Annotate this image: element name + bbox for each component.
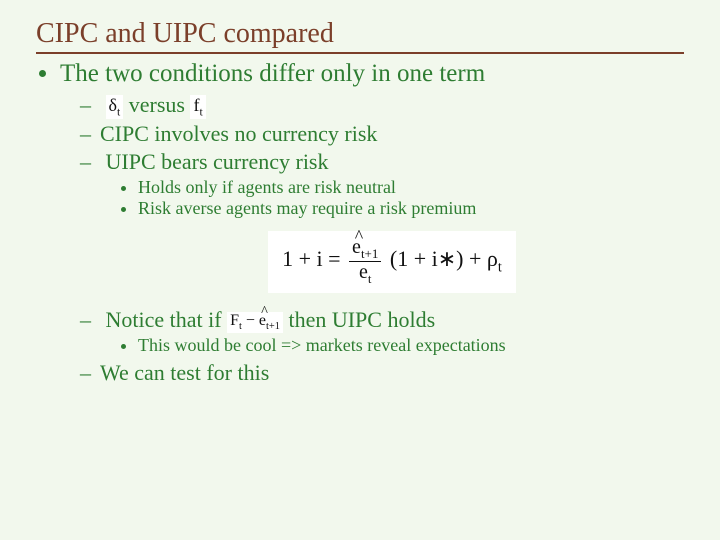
level2-list-a: δt versus ft CIPC involves no currency r…	[60, 92, 684, 386]
l2-item-4: Notice that if Ft − et+1 then UIPC holds…	[100, 307, 684, 356]
slide-title: CIPC and UIPC compared	[36, 18, 684, 54]
math-condition: Ft − et+1	[227, 312, 283, 334]
l2-item-1-text: versus	[129, 92, 185, 117]
l2-item-1: δt versus ft	[100, 92, 684, 119]
l2-item-5: We can test for this	[100, 360, 684, 386]
l3-item-1: Holds only if agents are risk neutral	[138, 177, 684, 198]
l2-item-4-text-b: then UIPC holds	[288, 307, 435, 332]
l3-item-2: Risk averse agents may require a risk pr…	[138, 198, 684, 219]
uipc-equation: 1 + i = et+1 et (1 + i∗) + ρt	[268, 231, 516, 293]
level1-list: The two conditions differ only in one te…	[36, 60, 684, 386]
level3-list-b: This would be cool => markets reveal exp…	[100, 335, 684, 356]
fraction: et+1 et	[349, 237, 381, 285]
l2-item-3-text: UIPC bears currency risk	[106, 149, 329, 174]
l2-item-4-text-a: Notice that if	[106, 307, 222, 332]
l2-item-3: UIPC bears currency risk Holds only if a…	[100, 149, 684, 293]
math-delta-t: δt	[106, 95, 124, 119]
l1-item-1-text: The two conditions differ only in one te…	[60, 60, 485, 87]
math-f-t: ft	[190, 95, 205, 119]
level3-list-a: Holds only if agents are risk neutral Ri…	[100, 177, 684, 219]
l1-item-1: The two conditions differ only in one te…	[60, 60, 684, 386]
l2-item-2: CIPC involves no currency risk	[100, 121, 684, 147]
l3-item-3: This would be cool => markets reveal exp…	[138, 335, 684, 356]
equation-block: 1 + i = et+1 et (1 + i∗) + ρt	[100, 231, 684, 293]
slide: CIPC and UIPC compared The two condition…	[0, 0, 720, 540]
